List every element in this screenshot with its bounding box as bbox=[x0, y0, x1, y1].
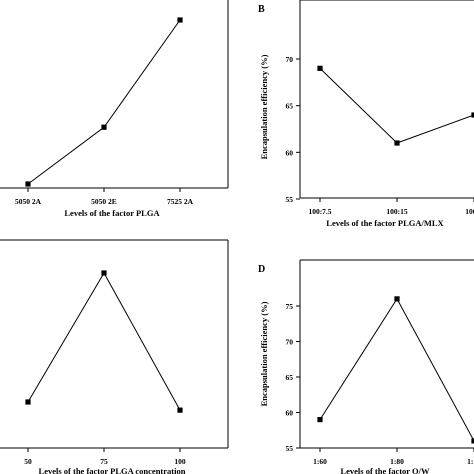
data-point bbox=[317, 417, 323, 423]
x-tick-label: 100:15 bbox=[386, 207, 407, 216]
y-axis-title: Encapsulation efficiency (%) bbox=[259, 301, 269, 406]
y-tick-label: 65 bbox=[286, 102, 294, 111]
series-line bbox=[27, 271, 181, 411]
x-tick-label: 1:60 bbox=[313, 457, 327, 466]
y-tick-label: 70 bbox=[286, 55, 294, 64]
y-tick-label: 70 bbox=[286, 338, 294, 347]
data-point bbox=[471, 112, 474, 118]
x-tick-label: 5050 2E bbox=[91, 197, 117, 206]
chart-panel-b: 100:7.5 100:15 100:3 55 60 65 70 Levels of the … bbox=[258, 0, 474, 228]
data-point bbox=[25, 399, 31, 405]
y-tick-label: 65 bbox=[286, 373, 294, 382]
data-point bbox=[25, 181, 31, 187]
y-tick-label: 55 bbox=[286, 195, 294, 204]
y-tick-label: 75 bbox=[286, 302, 294, 311]
data-point bbox=[177, 17, 183, 23]
series-line bbox=[319, 67, 474, 144]
x-axis-title: Levels of the factor PLGA concentration bbox=[39, 466, 186, 474]
x-tick-label: 7525 2A bbox=[167, 197, 194, 206]
x-tick-label: 75 bbox=[100, 457, 108, 466]
panel-letter: D bbox=[258, 264, 265, 275]
y-tick-label: 55 bbox=[286, 444, 294, 453]
data-point bbox=[394, 140, 400, 146]
chart-panel-a: 5050 2A 5050 2E 7525 2A Levels of the facto… bbox=[0, 0, 229, 218]
data-point bbox=[101, 270, 107, 276]
data-point bbox=[177, 407, 183, 413]
x-axis-title: Levels of the factor PLGA bbox=[64, 208, 160, 218]
y-tick-label: 60 bbox=[286, 148, 294, 157]
data-point bbox=[394, 296, 400, 302]
y-axis-title: Encapsulation efficiency (%) bbox=[259, 54, 269, 159]
series-line bbox=[27, 19, 181, 185]
x-tick-label: 5050 2A bbox=[15, 197, 42, 206]
y-tick-label: 60 bbox=[286, 409, 294, 418]
data-point bbox=[101, 124, 107, 130]
data-point bbox=[317, 65, 323, 71]
chart-panel-d: 1:60 1:80 1:10 55 60 65 70 75 Levels of the fact… bbox=[258, 259, 474, 474]
x-tick-label: 1:10 bbox=[467, 457, 474, 466]
data-point bbox=[471, 438, 474, 444]
x-tick-label: 100:3 bbox=[465, 207, 474, 216]
x-tick-label: 1:80 bbox=[390, 457, 404, 466]
series-line bbox=[319, 297, 474, 442]
x-tick-label: 100:7.5 bbox=[308, 207, 331, 216]
x-tick-label: 100 bbox=[174, 457, 186, 466]
panel-letter: B bbox=[258, 4, 265, 15]
x-axis-title: Levels of the factor PLGA/MLX bbox=[326, 218, 444, 228]
x-axis-title: Levels of the factor O/W bbox=[340, 466, 430, 474]
x-tick-label: 50 bbox=[24, 457, 32, 466]
